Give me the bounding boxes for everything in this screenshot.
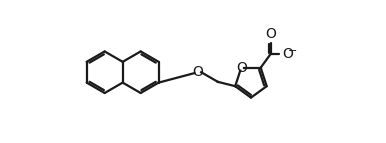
Text: O: O: [265, 27, 276, 41]
Text: O: O: [282, 47, 293, 61]
Text: −: −: [288, 46, 297, 56]
Text: O: O: [236, 61, 247, 75]
Text: O: O: [192, 65, 203, 79]
